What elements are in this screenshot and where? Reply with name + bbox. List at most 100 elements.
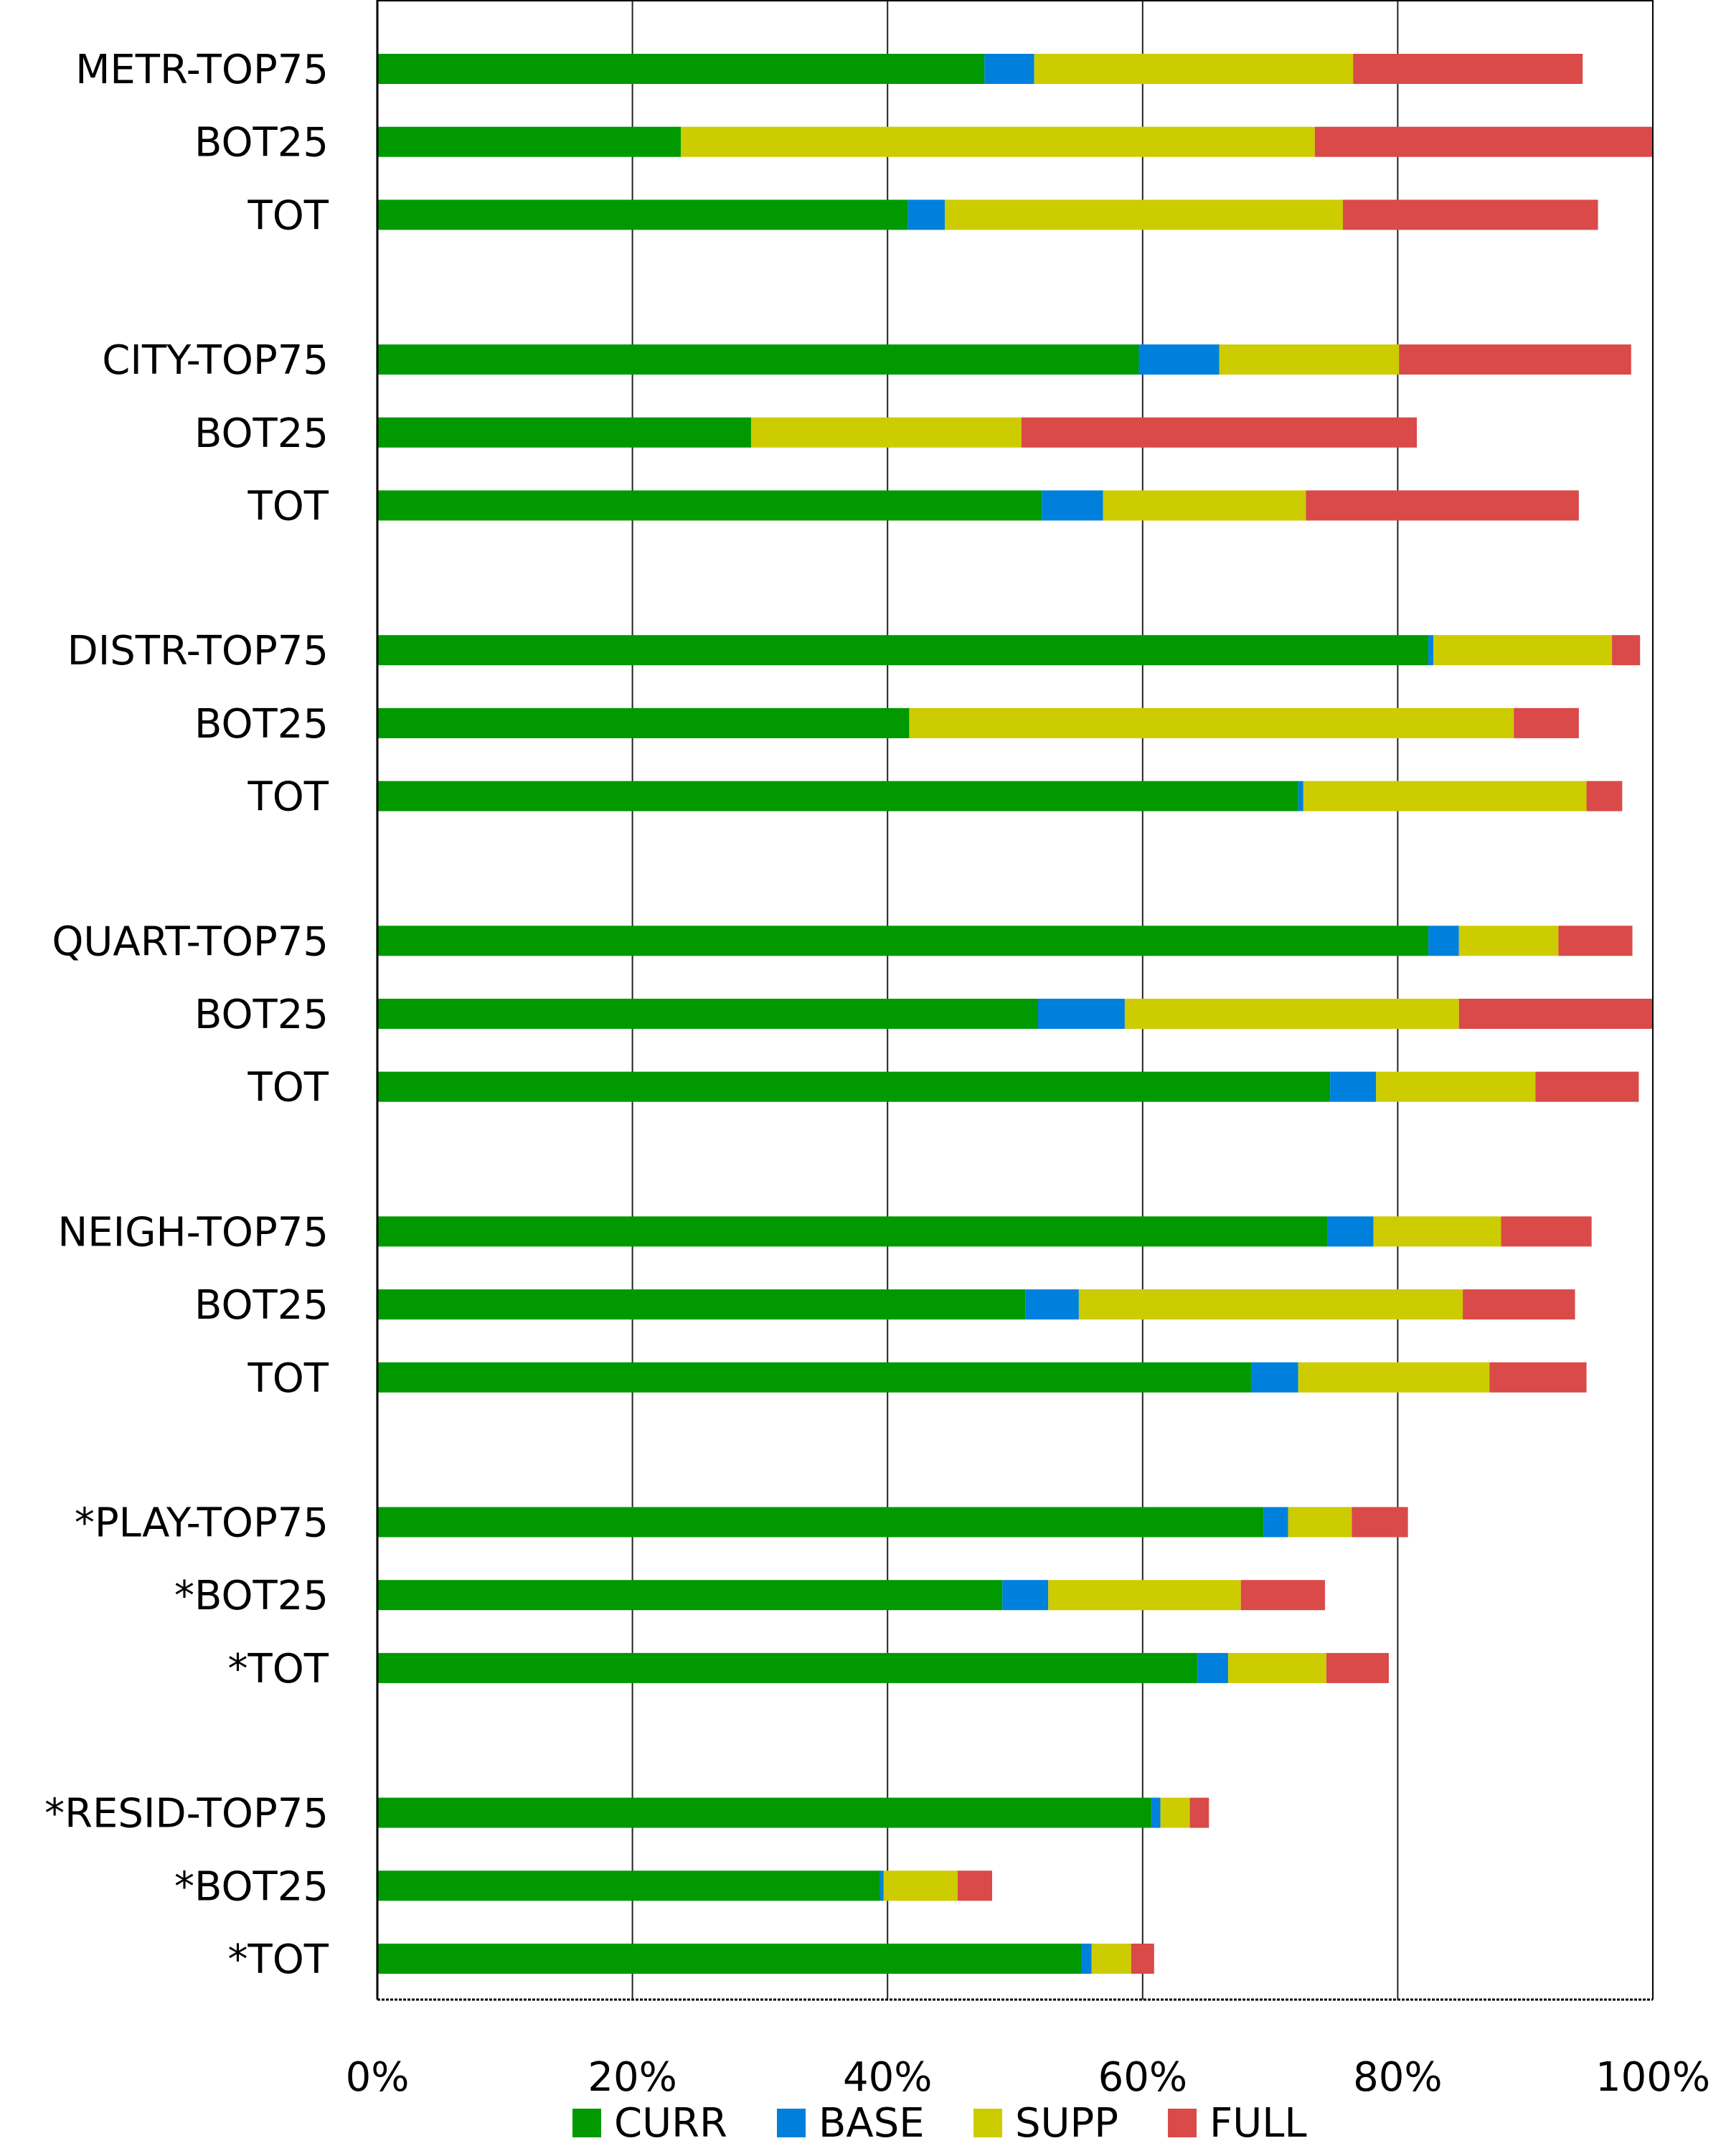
bar-segment-base [1428,926,1459,956]
x-tick-label: 20% [588,2054,676,2101]
bar-segment-curr [377,1216,1328,1247]
bar-segment-curr [377,344,1139,375]
bar-segment-full [1458,999,1653,1029]
category-label: BOT25 [194,120,329,166]
bar-segment-curr [377,417,751,448]
bar-segment-supp [1219,344,1400,375]
bar-segment-supp [1091,1944,1131,1974]
bar-segment-base [1330,1071,1377,1102]
bar-segment-base [1025,1289,1079,1320]
category-label: NEIGH-TOP75 [57,1209,329,1256]
bar-segment-supp [1160,1797,1190,1828]
bar-segment-supp [1303,781,1587,811]
bar-segment-curr [377,490,1042,521]
bar-segment-full [1326,1652,1389,1683]
category-label: METR-TOP75 [75,47,329,93]
legend-swatch-supp [973,2109,1002,2137]
bar-segment-full [1463,1289,1575,1320]
bar-segment-curr [377,635,1429,666]
bars [377,54,1653,1974]
bar-segment-curr [377,1944,1082,1974]
bar-segment-full [1489,1362,1587,1393]
bar-segment-curr [377,1362,1251,1393]
legend-label-curr: CURR [614,2100,727,2147]
bar-segment-curr [377,926,1429,956]
bar-segment-full [1352,1507,1408,1538]
x-tick-label: 100% [1595,2054,1710,2101]
bar-segment-full [1558,926,1633,956]
bar-segment-curr [377,1870,880,1901]
category-label: QUART-TOP75 [52,918,329,965]
bar-segment-base [1151,1797,1161,1828]
x-tick-labels: 0% 20% 40% 60% 80% 100% [346,2054,1710,2101]
bar-segment-curr [377,1580,1003,1611]
category-label: DISTR-TOP75 [67,628,329,674]
bar-segment-curr [377,1289,1026,1320]
category-label: TOT [247,192,329,239]
bar-segment-base [1042,490,1103,521]
bar-segment-full [1501,1216,1592,1247]
axes [376,0,1654,2001]
bar-segment-curr [377,1507,1264,1538]
category-label: CITY-TOP75 [102,337,329,384]
bar-segment-curr [377,54,985,84]
bar-segment-supp [1433,635,1613,666]
bar-segment-full [1353,54,1583,84]
bar-segment-supp [945,199,1343,230]
bar-segment-base [907,199,945,230]
bar-segment-supp [1048,1580,1241,1611]
bar-segment-full [1612,635,1641,666]
x-tick-label: 60% [1098,2054,1187,2101]
legend-swatch-curr [572,2109,601,2137]
x-tick-label: 40% [843,2054,932,2101]
bar-segment-full [957,1870,992,1901]
bar-segment-base [1138,344,1220,375]
bar-segment-supp [1298,1362,1490,1393]
bar-segment-full [1306,490,1579,521]
bar-segment-full [1240,1580,1326,1611]
bar-segment-full [1131,1944,1154,1974]
category-label: BOT25 [194,992,329,1038]
category-label: BOT25 [194,1282,329,1329]
bar-segment-full [1342,199,1598,230]
category-label: *TOT [228,1646,329,1693]
legend-label-base: BASE [819,2100,925,2147]
bar-segment-full [1514,707,1579,738]
bar-segment-supp [681,126,1315,157]
bar-segment-curr [377,1652,1198,1683]
bar-segment-supp [1103,490,1306,521]
category-label: *TOT [228,1936,329,1983]
bar-segment-curr [377,199,908,230]
bar-segment-supp [1227,1652,1326,1683]
bar-segment-supp [750,417,1022,448]
bar-segment-curr [377,781,1298,811]
bar-segment-full [1586,781,1623,811]
category-label: *PLAY-TOP75 [75,1500,329,1547]
bar-segment-base [1197,1652,1228,1683]
bar-segment-supp [1034,54,1354,84]
bar-segment-base [1002,1580,1049,1611]
legend-swatch-full [1168,2109,1197,2137]
legend-label-full: FULL [1209,2100,1307,2147]
category-label: *BOT25 [174,1573,329,1619]
bar-segment-full [1021,417,1418,448]
category-labels: METR-TOP75 BOT25 TOT CITY-TOP75 BOT25 TOT DIST… [44,47,329,1983]
category-label: *BOT25 [174,1863,329,1910]
x-tick-label: 80% [1353,2054,1442,2101]
bar-segment-full [1535,1071,1639,1102]
legend-label-supp: SUPP [1015,2100,1118,2147]
bar-segment-base [1081,1944,1092,1974]
category-label: TOT [247,774,329,821]
category-label: TOT [247,484,329,530]
bar-segment-base [1298,781,1303,811]
bar-segment-full [1189,1797,1209,1828]
bar-segment-supp [1458,926,1559,956]
bar-segment-base [984,54,1034,84]
bar-segment-supp [1376,1071,1536,1102]
category-label: TOT [247,1065,329,1111]
bar-segment-supp [1124,999,1459,1029]
bar-segment-base [1038,999,1125,1029]
bar-segment-supp [1373,1216,1501,1247]
bar-segment-supp [909,707,1514,738]
